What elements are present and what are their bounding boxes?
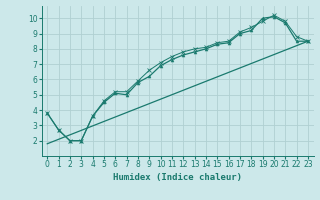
X-axis label: Humidex (Indice chaleur): Humidex (Indice chaleur) — [113, 173, 242, 182]
